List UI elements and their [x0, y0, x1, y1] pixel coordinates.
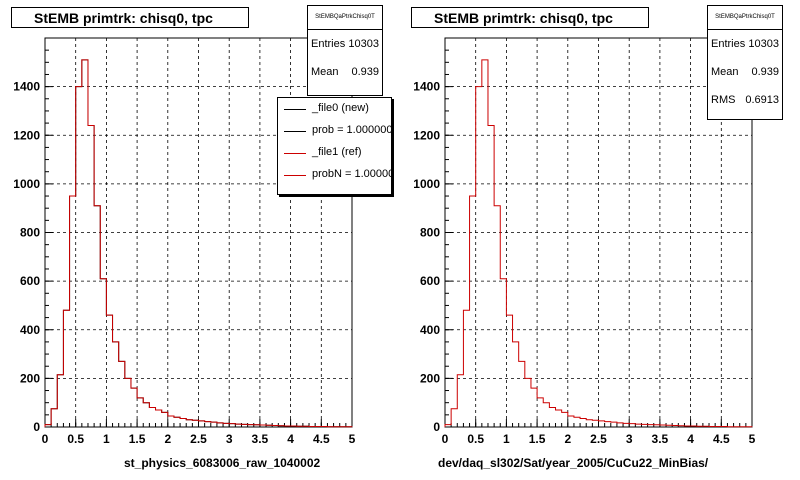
- left-stats-mean-label: Mean: [311, 66, 339, 78]
- legend-entry-prob: prob = 1.000000: [278, 120, 391, 142]
- legend-swatch-prob: [284, 131, 306, 132]
- left-stats-entries-row: Entries 10303: [308, 30, 382, 58]
- left-legend: _file0 (new) prob = 1.000000 _file1 (ref…: [277, 97, 392, 195]
- right-y-tick-label: 800: [420, 226, 440, 240]
- left-x-tick-label: 2.5: [190, 432, 207, 446]
- left-stats-name: StEMBQaPtrkChisq0T: [308, 6, 382, 30]
- right-stats-rms-value: 0.6913: [745, 94, 779, 106]
- right-y-tick-label: 600: [420, 274, 440, 288]
- right-stats-rms-label: RMS: [711, 94, 736, 106]
- right-x-tick-label: 3: [626, 432, 633, 446]
- left-y-tick-label: 0: [33, 420, 40, 434]
- right-stats-entries-label: Entries: [711, 38, 746, 50]
- left-x-tick-label: 2: [164, 432, 171, 446]
- right-y-tick-label: 0: [433, 420, 440, 434]
- left-x-tick-label: 1.5: [129, 432, 146, 446]
- legend-entry-file0: _file0 (new): [278, 98, 391, 120]
- right-x-tick-label: 1: [503, 432, 510, 446]
- right-x-tick-label: 2.5: [590, 432, 607, 446]
- right-stats-mean-value: 0.939: [751, 66, 779, 78]
- left-x-tick-label: 0.5: [67, 432, 84, 446]
- left-x-tick-label: 4: [287, 432, 294, 446]
- right-histogram-plot: 0 0.5 1 1.5 2 2.5 3 3.5 4 4.5 5 0 200 400 600 800 1000 12…: [413, 37, 756, 446]
- left-x-tick-label: 3: [226, 432, 233, 446]
- left-stats-entries-label: Entries: [311, 38, 346, 50]
- legend-swatch-file1: [284, 153, 306, 154]
- legend-label-probn: probN = 1.000000: [312, 168, 392, 180]
- left-stats-box: StEMBQaPtrkChisq0T Entries 10303 Mean 0.…: [307, 5, 383, 96]
- left-histogram-series-1: [44, 59, 353, 428]
- right-stats-mean-label: Mean: [711, 66, 739, 78]
- right-x-tick-label: 1.5: [529, 432, 546, 446]
- legend-entry-file1: _file1 (ref): [278, 142, 391, 164]
- left-y-tick-label: 1200: [13, 128, 40, 142]
- legend-label-file1: _file1 (ref): [312, 146, 362, 158]
- legend-swatch-file0: [284, 109, 306, 110]
- right-y-tick-label: 1400: [413, 80, 440, 94]
- left-y-tick-label: 1000: [13, 177, 40, 191]
- left-y-tick-label: 200: [20, 371, 40, 385]
- right-x-tick-label: 4.5: [713, 432, 730, 446]
- right-stats-name: StEMBQaPtrkChisq0T: [708, 6, 782, 30]
- left-x-tick-label: 4.5: [313, 432, 330, 446]
- right-histogram-series-0: [444, 59, 753, 428]
- left-histogram-title: StEMB primtrk: chisq0, tpc: [11, 7, 249, 28]
- right-histogram-title: StEMB primtrk: chisq0, tpc: [411, 7, 649, 28]
- left-stats-mean-row: Mean 0.939: [308, 58, 382, 86]
- right-stats-mean-row: Mean 0.939: [708, 58, 782, 86]
- legend-label-file0: _file0 (new): [312, 102, 369, 114]
- right-stats-rms-row: RMS 0.6913: [708, 86, 782, 114]
- right-x-tick-label: 0: [442, 432, 449, 446]
- left-stats-mean-value: 0.939: [351, 66, 379, 78]
- right-stats-entries-value: 10303: [748, 38, 779, 50]
- right-x-tick-label: 3.5: [652, 432, 669, 446]
- right-histogram-panel: 0 0.5 1 1.5 2 2.5 3 3.5 4 4.5 5 0 200 400 600 800 1000 12…: [400, 0, 800, 480]
- legend-label-prob: prob = 1.000000: [312, 124, 392, 136]
- right-y-tick-label: 1200: [413, 128, 440, 142]
- right-x-tick-label: 5: [749, 432, 756, 446]
- right-x-axis-label: dev/daq_sl302/Sat/year_2005/CuCu22_MinBi…: [438, 456, 709, 470]
- left-x-tick-label: 1: [103, 432, 110, 446]
- legend-swatch-probn: [284, 175, 306, 176]
- left-y-tick-label: 400: [20, 323, 40, 337]
- right-y-tick-label: 200: [420, 371, 440, 385]
- right-x-tick-label: 0.5: [467, 432, 484, 446]
- left-histogram-panel: 0 0.5 1 1.5 2 2.5 3 3.5 4 4.5 5 0 200 400 600 800 1000 12…: [11, 5, 392, 470]
- left-y-tick-label: 1400: [13, 80, 40, 94]
- left-stats-entries-value: 10303: [348, 38, 379, 50]
- left-x-tick-label: 0: [42, 432, 49, 446]
- right-stats-box: StEMBQaPtrkChisq0T Entries 10303 Mean 0.…: [707, 5, 783, 120]
- left-x-tick-label: 3.5: [252, 432, 269, 446]
- left-y-tick-label: 800: [20, 226, 40, 240]
- right-stats-entries-row: Entries 10303: [708, 30, 782, 58]
- right-y-tick-label: 1000: [413, 177, 440, 191]
- right-y-tick-label: 400: [420, 323, 440, 337]
- legend-entry-probn: probN = 1.000000: [278, 164, 391, 186]
- left-y-tick-label: 600: [20, 274, 40, 288]
- left-x-tick-label: 5: [349, 432, 356, 446]
- right-x-tick-label: 4: [687, 432, 694, 446]
- right-x-tick-label: 2: [564, 432, 571, 446]
- left-x-axis-label: st_physics_6083006_raw_1040002: [124, 456, 321, 470]
